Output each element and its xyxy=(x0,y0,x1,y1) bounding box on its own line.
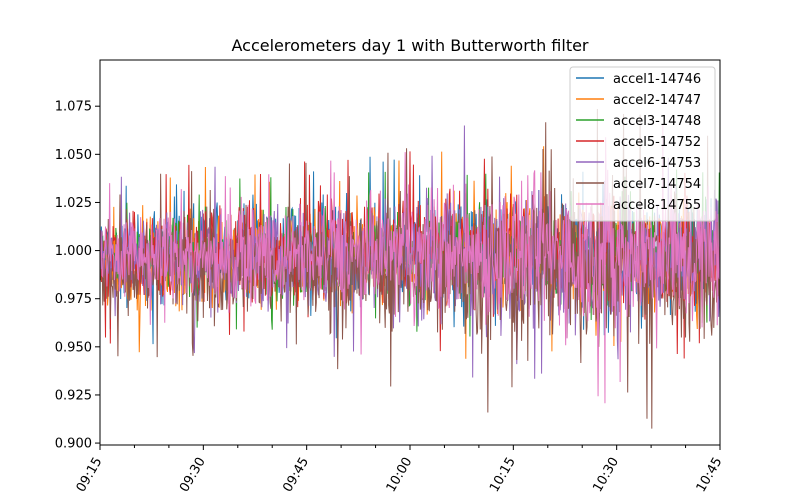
y-axis: 0.900 0.925 0.950 0.975 1.000 1.025 1.050 1.075 xyxy=(55,100,100,452)
x-tick-label: 09:15 xyxy=(74,455,106,495)
x-tick-label: 10:45 xyxy=(694,455,726,495)
legend: accel1-14746 accel2-14747 accel3-14748 acce… xyxy=(569,66,716,222)
y-tick-label: 1.075 xyxy=(55,100,92,115)
series-line-accel8-14755 xyxy=(99,124,721,404)
plot-area xyxy=(99,108,721,429)
legend-label: accel5-14752 xyxy=(613,135,701,150)
y-tick-label: 0.925 xyxy=(55,388,92,403)
legend-box xyxy=(569,66,716,222)
x-tick-label: 10:30 xyxy=(590,455,622,495)
y-tick-label: 1.025 xyxy=(55,196,92,211)
y-tick-label: 0.950 xyxy=(55,340,92,355)
legend-label: accel2-14747 xyxy=(613,93,701,108)
x-tick-label: 09:45 xyxy=(280,455,312,495)
x-axis: 09:15 09:30 09:45 10:00 10:15 10:30 10:45 xyxy=(74,445,726,495)
y-tick-label: 1.050 xyxy=(55,148,92,163)
legend-label: accel7-14754 xyxy=(613,177,701,192)
series-layer xyxy=(99,108,721,429)
legend-label: accel6-14753 xyxy=(613,156,701,171)
y-tick-label: 0.900 xyxy=(55,437,92,452)
legend-label: accel8-14755 xyxy=(613,198,701,213)
legend-label: accel3-14748 xyxy=(613,114,701,129)
chart-title: Accelerometers day 1 with Butterworth fi… xyxy=(231,36,588,55)
x-tick-label: 10:00 xyxy=(384,455,416,495)
series-line-accel5-14752 xyxy=(99,151,721,359)
x-tick-label: 10:15 xyxy=(487,455,519,495)
x-tick-label: 09:30 xyxy=(177,455,209,495)
y-tick-label: 0.975 xyxy=(55,292,92,307)
y-tick-label: 1.000 xyxy=(55,244,92,259)
legend-label: accel1-14746 xyxy=(613,72,701,87)
